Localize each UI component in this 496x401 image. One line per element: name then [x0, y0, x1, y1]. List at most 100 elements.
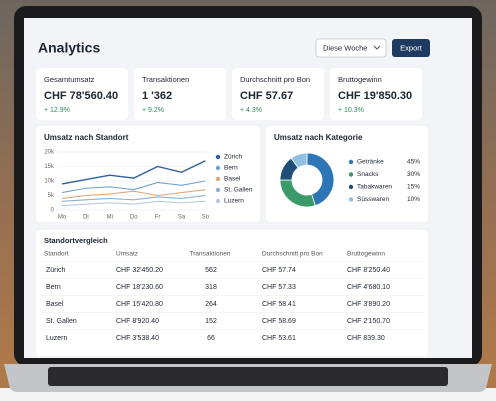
kpi-value: CHF 78'560.40	[44, 90, 118, 102]
table-cell: CHF 4'680.10	[347, 284, 390, 291]
kpi-change: + 10.3%	[338, 107, 364, 114]
kpi-value: CHF 57.67	[240, 90, 293, 102]
export-label: Export	[400, 43, 423, 52]
table-cell: CHF 58.41	[262, 301, 296, 308]
table-cell: Zürich	[46, 267, 66, 274]
table-title: Standortvergleich	[44, 236, 108, 245]
export-button[interactable]	[392, 39, 430, 57]
y-tick-label: 5k	[48, 193, 55, 199]
x-tick-label: So	[202, 215, 210, 221]
legend-marker	[215, 165, 221, 171]
column-header: Transaktionen	[190, 251, 231, 258]
kpi-label: Bruttogewinn	[338, 75, 382, 84]
x-tick-label: Di	[83, 215, 89, 221]
legend-label: Bern	[224, 165, 238, 172]
donut-segment	[290, 152, 308, 169]
series-line	[61, 189, 206, 199]
series-line	[61, 200, 206, 207]
legend-marker	[215, 176, 221, 182]
legend-marker	[348, 184, 354, 190]
kpi-card	[330, 68, 422, 120]
legend-marker	[348, 172, 354, 177]
y-tick-label: 0	[51, 208, 55, 214]
table-cell: CHF 32'450.20	[116, 267, 163, 274]
x-tick-label: Mi	[107, 215, 113, 221]
kpi-change: + 4.3%	[240, 107, 262, 114]
period-dropdown[interactable]	[315, 38, 387, 58]
table-cell: 562	[205, 267, 217, 274]
table-cell: CHF 57.74	[262, 267, 296, 274]
table-cell: CHF 58.69	[262, 318, 296, 325]
kpi-change: + 9.2%	[142, 107, 164, 114]
kpi-label: Transaktionen	[142, 75, 189, 84]
legend-label: Zürich	[224, 154, 242, 161]
table-cell: CHF 57.33	[262, 284, 296, 291]
table-cell: Bern	[46, 284, 61, 291]
kpi-value: 1 '362	[142, 90, 172, 102]
table-cell: 152	[205, 318, 217, 325]
kpi-change: + 12.9%	[44, 107, 70, 114]
column-header: Standort	[44, 251, 69, 258]
table-cell: CHF 15'420.80	[116, 301, 163, 308]
table-cell: CHF 2'150.70	[347, 318, 390, 325]
table-cell: CHF 18'230.60	[116, 284, 163, 291]
dashboard: Analytics Diese Woche Export Gesamtumsat…	[36, 38, 430, 356]
legend-value: 45%	[407, 159, 420, 166]
page-title: Analytics	[38, 40, 100, 56]
column-header: Durchschnitt pro Bon	[262, 251, 323, 258]
legend-label: St. Gallen	[224, 187, 253, 194]
kpi-label: Gesamtumsatz	[44, 75, 95, 84]
legend-value: 10%	[407, 196, 420, 203]
column-header: Bruttogewinn	[347, 251, 385, 258]
legend-label: Süsswaren	[357, 196, 390, 203]
x-tick-label: Sa	[178, 215, 186, 221]
legend-label: Luzern	[224, 198, 244, 205]
kpi-card	[134, 68, 226, 120]
period-label: Diese Woche	[323, 43, 367, 52]
table-cell: 318	[205, 284, 217, 291]
legend-marker	[348, 159, 354, 165]
kpi-label: Durchschnitt pro Bon	[240, 75, 310, 84]
dropdown-caret	[373, 45, 381, 50]
keyboard	[48, 367, 448, 386]
series-line	[61, 180, 206, 194]
y-tick-label: 15k	[44, 164, 55, 170]
kpi-card	[232, 68, 324, 120]
kpi-value: CHF 19'850.30	[338, 90, 412, 102]
legend-value: 30%	[407, 171, 420, 178]
table-cell: St. Gallen	[46, 318, 77, 325]
column-header: Umsatz	[116, 251, 138, 258]
table-cell: 66	[207, 335, 215, 342]
legend-label: Tabakwaren	[357, 184, 392, 191]
table-cell: Luzern	[46, 335, 68, 342]
table-cell: Basel	[46, 301, 64, 308]
table-cell: CHF 53.61	[262, 335, 296, 342]
legend-marker	[215, 154, 221, 160]
line-card	[36, 126, 260, 222]
table-cell: 264	[205, 301, 217, 308]
series-line	[61, 160, 206, 185]
kpi-card	[36, 68, 128, 120]
legend-label: Basel	[224, 176, 241, 183]
table-cell: CHF 3'890.20	[347, 301, 390, 308]
legend-marker	[215, 187, 221, 193]
line-chart-title: Umsatz nach Standort	[44, 133, 129, 142]
legend-label: Getränke	[357, 159, 384, 166]
table-cell: CHF 8'250.40	[347, 267, 390, 274]
y-tick-label: 20k	[44, 150, 55, 156]
legend-marker	[348, 197, 354, 202]
series-line	[61, 194, 206, 202]
table-cell: CHF 8'920.40	[116, 318, 159, 325]
table-cell: CHF 3'538.40	[116, 335, 159, 342]
y-tick-label: 10k	[44, 179, 55, 185]
table-cell: CHF 839.30	[347, 335, 385, 342]
legend-marker	[215, 198, 221, 204]
x-tick-label: Do	[130, 215, 138, 221]
legend-label: Snacks	[357, 171, 379, 178]
donut-chart-title: Umsatz nach Kategorie	[274, 133, 363, 142]
legend-value: 15%	[407, 184, 420, 191]
x-tick-label: Fr	[155, 215, 161, 221]
x-tick-label: Mo	[58, 215, 67, 221]
